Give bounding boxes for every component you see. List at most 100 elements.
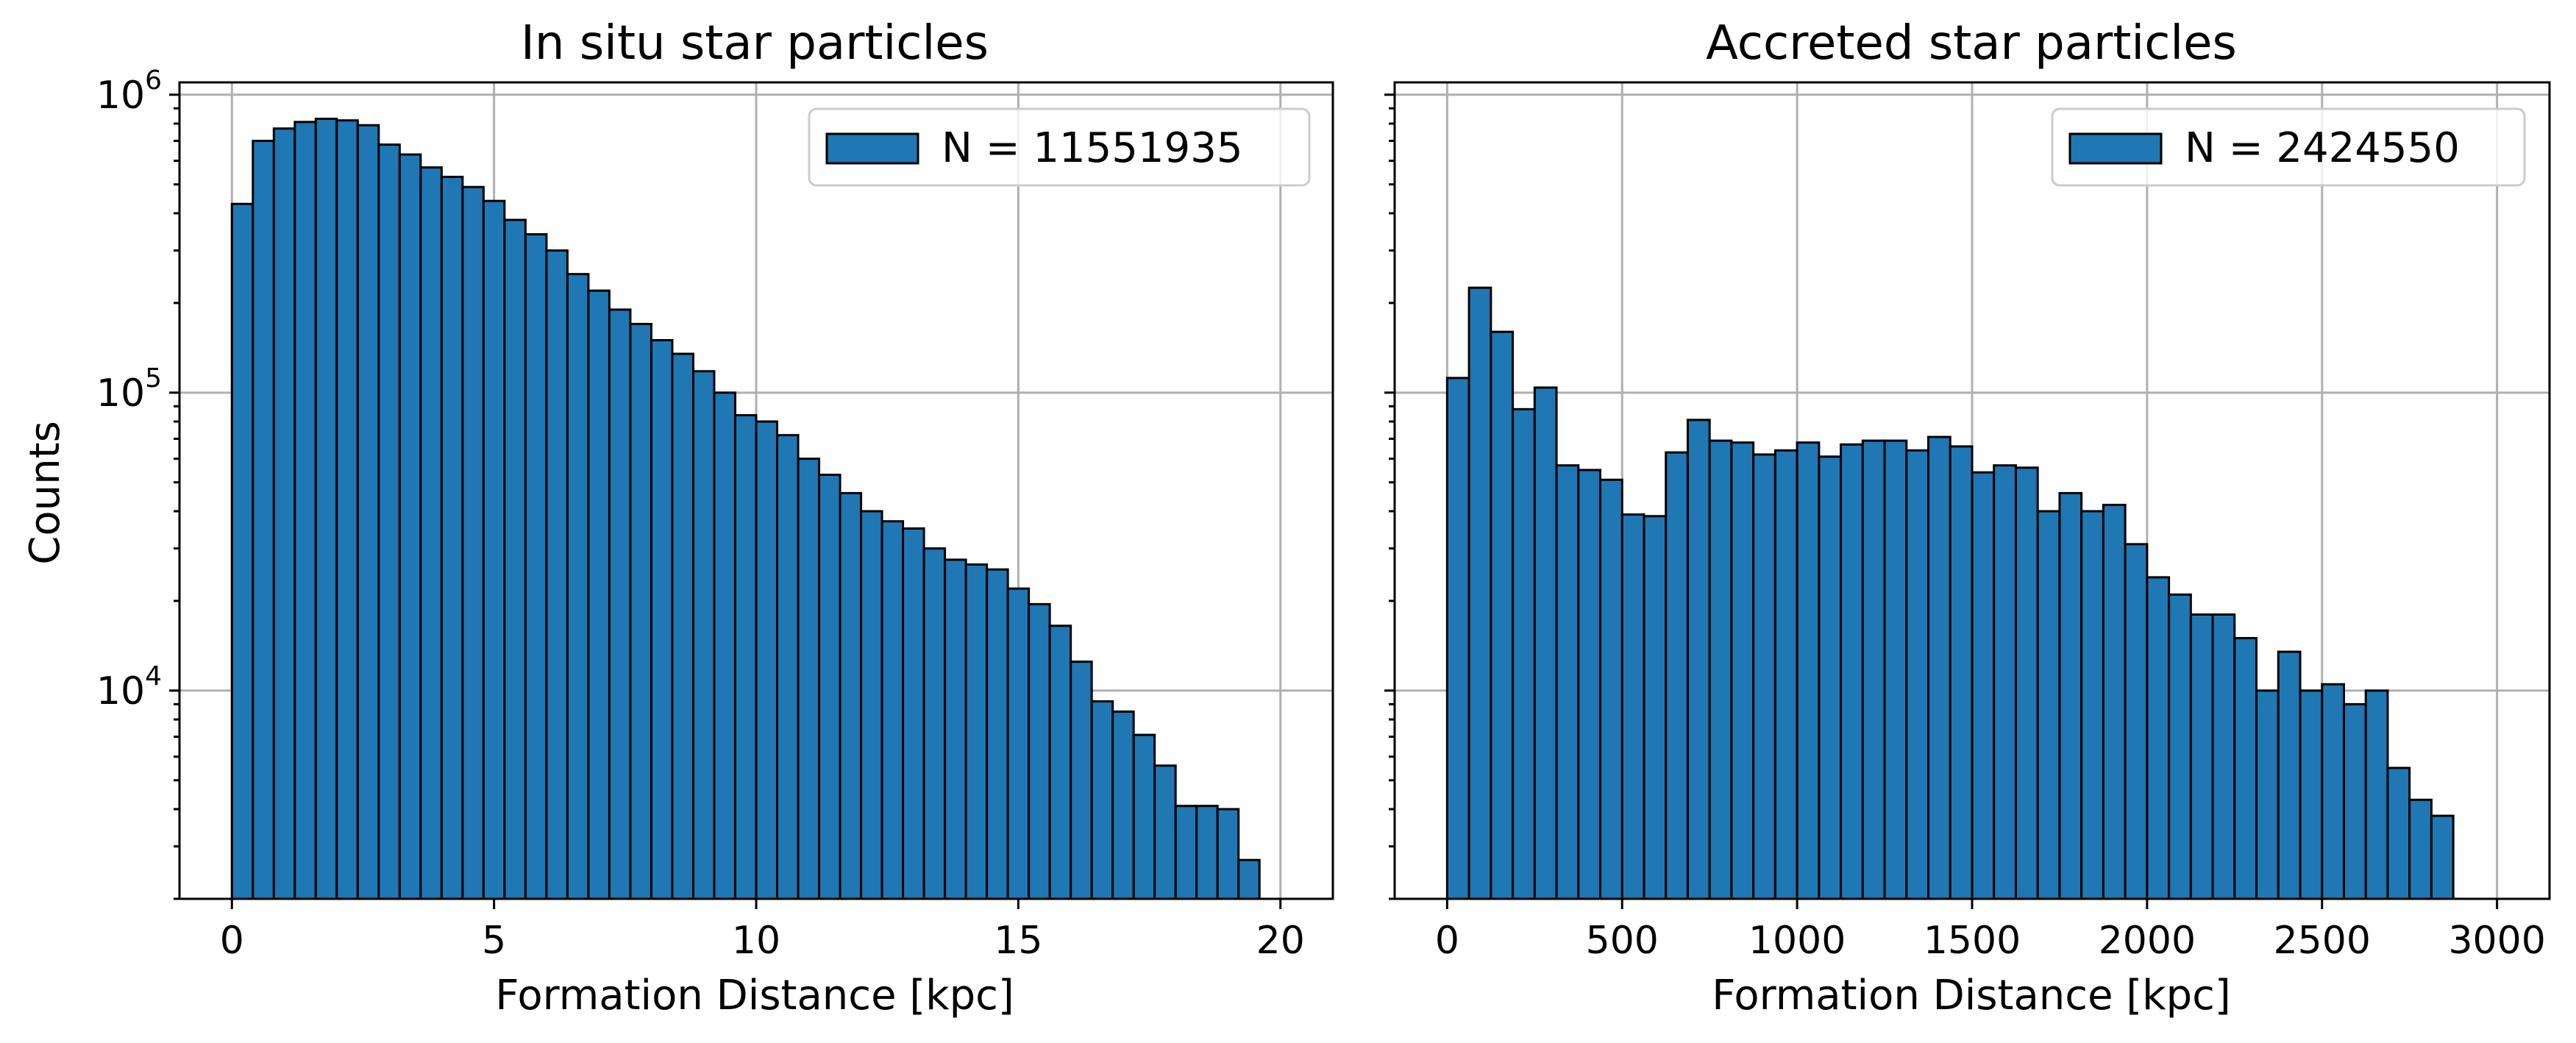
y-axis-label: Counts (21, 421, 69, 564)
x-tick-label: 0 (1435, 919, 1459, 963)
histogram-bar (1993, 464, 2017, 900)
histogram-bar (1971, 471, 1996, 900)
x-tick-label: 20 (1256, 919, 1305, 963)
legend-label: N = 11551935 (942, 124, 1242, 172)
histogram-bar (1730, 441, 1755, 900)
x-tick-label: 10 (732, 919, 780, 963)
histogram-bar (2408, 798, 2433, 900)
histogram-bar (1883, 439, 1908, 900)
legend-label: N = 2424550 (2185, 124, 2460, 172)
histogram-bar (545, 249, 569, 900)
histogram-bar (1174, 805, 1198, 900)
histogram-bar (1070, 661, 1093, 900)
x-tick-label: 500 (1586, 919, 1659, 963)
histogram-bar (922, 547, 947, 900)
histogram-bar (818, 474, 842, 900)
histogram-bar (252, 140, 275, 900)
legend: N = 2424550 (2051, 107, 2526, 187)
histogram-bar (2189, 613, 2214, 900)
histogram-bar (1512, 407, 1536, 900)
legend-box (808, 107, 1311, 187)
histogram-bar (272, 127, 296, 900)
histogram-bar (671, 352, 694, 900)
histogram-bar (2386, 766, 2411, 900)
histogram-bar (1752, 453, 1776, 900)
histogram-bar (377, 143, 401, 900)
histogram-bar (733, 413, 758, 900)
axes: 0 5 10 15 20 104 105 106 (96, 65, 1334, 963)
y-tick-label: 105 (96, 363, 162, 416)
histogram-bar (482, 199, 506, 900)
legend-swatch (2068, 132, 2163, 165)
histogram-bar (1555, 464, 1580, 900)
x-axis-label: Formation Distance [kpc] (1712, 972, 2231, 1019)
histogram-bar (839, 491, 863, 900)
histogram-bar (1111, 710, 1135, 900)
bars (230, 118, 1261, 900)
histogram-bar (964, 563, 989, 900)
chart-title: Accreted star particles (1706, 16, 2237, 71)
histogram-bar (1599, 478, 1623, 900)
histogram-bar (587, 289, 611, 900)
histogram-bar (566, 273, 590, 900)
histogram-bar (1840, 443, 1864, 900)
histogram-bar (2299, 689, 2324, 900)
histogram-bar (1818, 455, 1843, 900)
histogram-bar (398, 153, 422, 900)
histogram-bar (2102, 503, 2127, 900)
histogram-bar (902, 527, 925, 900)
bars (1445, 286, 2455, 900)
histogram-bar (503, 218, 527, 900)
panel-accreted: Accreted star particles Formation Distan… (1384, 16, 2551, 1019)
histogram-bar (461, 185, 485, 900)
histogram-bar (2124, 543, 2149, 900)
histogram-bar (713, 391, 736, 900)
x-tick-label: 1500 (1924, 919, 2021, 963)
histogram-bar (1237, 858, 1261, 900)
histogram-bar (2342, 702, 2367, 900)
axes: 0 500 1000 1500 2000 2500 3000 (1384, 81, 2551, 963)
x-tick-label: 5 (482, 919, 506, 963)
y-tick-label: 104 (96, 661, 162, 713)
histogram-bar (1796, 441, 1821, 900)
y-tick-label: 106 (96, 65, 162, 118)
histogram-bar (2058, 491, 2083, 900)
histogram-bar (1643, 515, 1668, 900)
histogram-bar (524, 233, 548, 900)
histogram-bar (335, 119, 359, 900)
histogram-bar (1861, 439, 1886, 900)
chart-title: In situ star particles (521, 16, 989, 71)
histogram-bar (1216, 808, 1240, 900)
histogram-bar (691, 370, 716, 900)
histogram-bar (1028, 602, 1051, 900)
histogram-bar (608, 308, 632, 900)
histogram-bar (2255, 689, 2280, 900)
histogram-bar (986, 568, 1009, 900)
histogram-bar (1048, 624, 1072, 900)
legend: N = 11551935 (808, 107, 1311, 187)
histogram-bar (1153, 764, 1177, 900)
histogram-bar (629, 322, 652, 900)
histogram-bar (314, 118, 338, 900)
histogram-bar (419, 166, 443, 900)
histogram-bar (2277, 650, 2302, 900)
histogram-bar (1006, 587, 1031, 900)
histogram-bar (1577, 469, 1602, 900)
histogram-bar (2211, 613, 2236, 900)
histogram-bar (1708, 439, 1733, 900)
histogram-bar (1490, 330, 1515, 900)
x-tick-label: 1000 (1748, 919, 1846, 963)
histogram-bar (776, 434, 800, 900)
histogram-bar (2168, 593, 2192, 900)
histogram-bar (1620, 513, 1645, 900)
x-tick-label: 3000 (2448, 919, 2545, 963)
histogram-bar (1927, 435, 1951, 900)
histogram-bar (1665, 451, 1689, 900)
x-tick-label: 15 (994, 919, 1042, 963)
histogram-bar (880, 520, 905, 900)
x-tick-label: 2000 (2099, 919, 2196, 963)
histogram-bar (2146, 576, 2171, 900)
legend-box (2051, 107, 2526, 187)
histogram-bar (356, 124, 380, 900)
